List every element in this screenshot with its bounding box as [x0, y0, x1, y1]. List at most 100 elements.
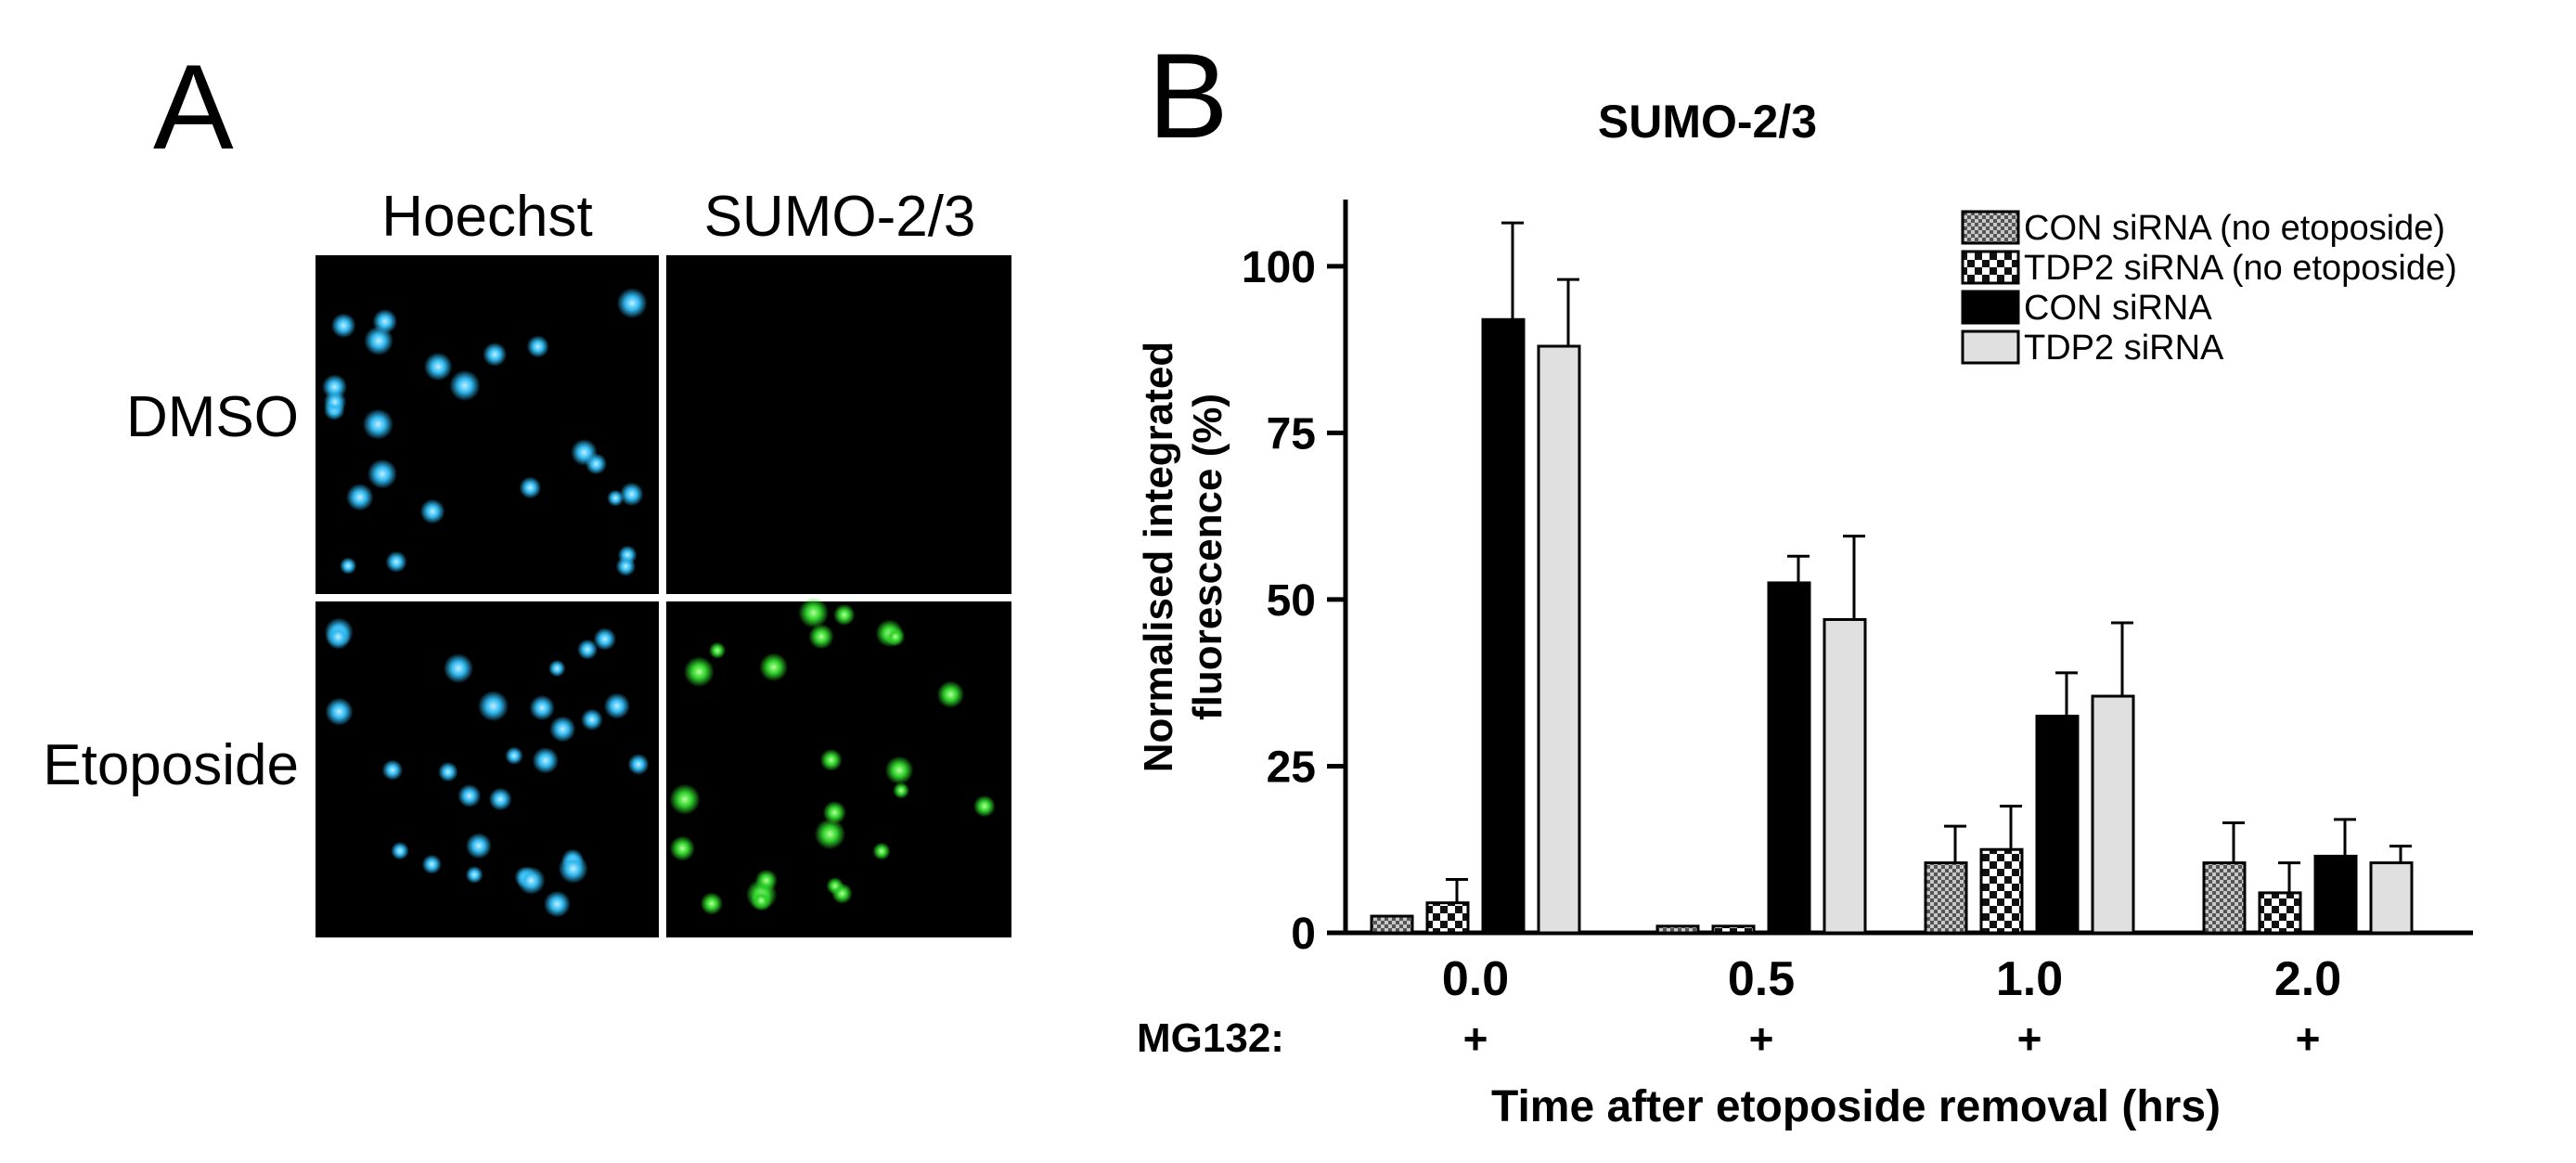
nucleus-hoechst-dmso: [340, 557, 357, 575]
nucleus-hoechst-etoposide: [443, 653, 474, 684]
bar-tdp2-sirna-no-etoposide--2.0: [2258, 891, 2302, 935]
mg132-plus: +: [2017, 1014, 2042, 1063]
x-axis-title: Time after etoposide removal (hrs): [1491, 1082, 2221, 1131]
nucleus-hoechst-dmso: [571, 439, 598, 466]
y-tick-label: 25: [1267, 743, 1316, 792]
nucleus-hoechst-dmso: [449, 369, 481, 402]
nucleus-sumo-etoposide: [814, 818, 846, 850]
nucleus-hoechst-etoposide: [532, 746, 560, 774]
nucleus-sumo-etoposide: [884, 756, 914, 785]
row-label-dmso: DMSO: [126, 385, 299, 449]
nucleus-sumo-etoposide: [669, 835, 695, 861]
x-tick-label: 0.5: [1728, 952, 1795, 1006]
mg132-label: MG132:: [1137, 1015, 1284, 1061]
bar-tdp2-sirna-0.0: [1537, 344, 1581, 935]
legend-label: TDP2 siRNA (no etoposide): [2024, 249, 2457, 288]
nucleus-hoechst-etoposide: [325, 624, 352, 650]
chart-title: SUMO-2/3: [1598, 96, 1817, 148]
bar-con-sirna-0.0: [1481, 317, 1526, 935]
nucleus-hoechst-etoposide: [549, 716, 576, 743]
nucleus-hoechst-etoposide: [381, 759, 404, 781]
bar-tdp2-sirna-2.0: [2369, 861, 2414, 935]
nucleus-hoechst-dmso: [330, 313, 356, 339]
chart-axes: 0 25 50 75 100 0.0 0.5 1.0 2.0: [1242, 200, 2473, 1006]
nucleus-sumo-etoposide: [669, 783, 701, 815]
nucleus-sumo-etoposide: [973, 795, 996, 818]
nucleus-sumo-etoposide: [822, 800, 846, 825]
row-label-etoposide: Etoposide: [43, 733, 299, 797]
nucleus-hoechst-dmso: [526, 335, 549, 358]
nucleus-hoechst-dmso: [423, 352, 453, 381]
nucleus-sumo-etoposide: [833, 603, 856, 627]
nucleus-hoechst-dmso: [419, 498, 445, 524]
panel-b-letter: B: [1148, 28, 1229, 163]
mg132-marks: + + + +: [1463, 1014, 2321, 1063]
micrograph-etoposide-hoechst: [316, 601, 659, 937]
bar-con-sirna-0.5: [1767, 581, 1811, 935]
nucleus-hoechst-etoposide: [529, 694, 555, 721]
panel-a-letter: A: [153, 39, 234, 174]
nucleus-hoechst-etoposide: [558, 853, 588, 885]
nucleus-hoechst-dmso: [483, 342, 508, 367]
y-tick-label: 50: [1267, 576, 1316, 626]
bar-tdp2-sirna-no-etoposide--0.5: [1711, 924, 1756, 935]
legend-swatch: [1961, 330, 2020, 365]
nucleus-hoechst-etoposide: [517, 866, 546, 895]
nucleus-hoechst-dmso: [385, 550, 407, 573]
bar-tdp2-sirna-0.5: [1823, 617, 1867, 935]
legend-swatch: [1961, 210, 2020, 245]
nucleus-hoechst-etoposide: [593, 627, 617, 651]
nucleus-sumo-etoposide: [754, 869, 778, 892]
nucleus-hoechst-dmso: [367, 459, 398, 489]
nucleus-hoechst-etoposide: [543, 890, 571, 918]
nucleus-hoechst-etoposide: [325, 697, 354, 726]
nucleus-hoechst-etoposide: [577, 639, 599, 660]
nucleus-hoechst-dmso: [607, 489, 625, 507]
micrograph-dmso-sumo: [666, 255, 1011, 594]
panel-b-chart: B SUMO-2/3 Normalised integrated fluores…: [1136, 28, 2473, 1131]
nucleus-hoechst-dmso: [362, 408, 394, 440]
nucleus-sumo-etoposide: [700, 892, 724, 915]
bar-con-sirna-1.0: [2035, 715, 2080, 935]
legend-swatch: [1961, 250, 2020, 285]
bar-tdp2-sirna-no-etoposide--0.0: [1425, 901, 1470, 935]
nucleus-sumo-etoposide: [798, 597, 830, 628]
y-axis-title-line-2: fluorescence (%): [1185, 394, 1230, 720]
x-tick-label: 1.0: [1996, 952, 2063, 1006]
nucleus-hoechst-etoposide: [438, 761, 458, 782]
nucleus-hoechst-etoposide: [603, 692, 631, 719]
nucleus-hoechst-etoposide: [391, 841, 409, 860]
x-tick-label: 0.0: [1442, 952, 1509, 1006]
column-header-sumo: SUMO-2/3: [704, 185, 976, 249]
mg132-plus: +: [1749, 1014, 1774, 1063]
nucleus-hoechst-dmso: [323, 390, 347, 414]
bar-con-sirna-2.0: [2313, 854, 2358, 935]
nucleus-hoechst-etoposide: [627, 754, 650, 775]
nucleus-sumo-etoposide: [819, 748, 843, 771]
nucleus-hoechst-etoposide: [548, 659, 566, 678]
nucleus-hoechst-etoposide: [581, 708, 603, 731]
y-tick-label: 0: [1291, 910, 1316, 959]
bar-con-sirna-no-etoposide--0.0: [1370, 914, 1414, 935]
chart-legend: CON siRNA (no etoposide)TDP2 siRNA (no e…: [1961, 209, 2457, 368]
nucleus-hoechst-dmso: [519, 476, 542, 499]
legend-label: CON siRNA (no etoposide): [2024, 209, 2445, 248]
nucleus-hoechst-dmso: [616, 288, 648, 319]
nucleus-hoechst-etoposide: [488, 787, 512, 811]
nucleus-sumo-etoposide: [872, 842, 891, 860]
y-axis-title-line-1: Normalised integrated: [1136, 342, 1181, 773]
legend-label: CON siRNA: [2024, 289, 2212, 328]
nucleus-hoechst-etoposide: [505, 746, 523, 765]
nucleus-sumo-etoposide: [683, 656, 715, 688]
panel-a: A Hoechst SUMO-2/3 DMSO Etoposide: [43, 39, 1011, 937]
nucleus-hoechst-etoposide: [421, 854, 442, 874]
x-tick-label: 2.0: [2274, 952, 2341, 1006]
nucleus-hoechst-etoposide: [457, 783, 482, 808]
bar-con-sirna-no-etoposide--0.5: [1655, 924, 1700, 935]
nucleus-sumo-etoposide: [826, 877, 844, 895]
nucleus-hoechst-etoposide: [465, 865, 483, 884]
nucleus-sumo-etoposide: [751, 889, 772, 911]
nucleus-sumo-etoposide: [808, 624, 834, 650]
nucleus-hoechst-etoposide: [465, 833, 492, 859]
nucleus-sumo-etoposide: [936, 680, 965, 708]
